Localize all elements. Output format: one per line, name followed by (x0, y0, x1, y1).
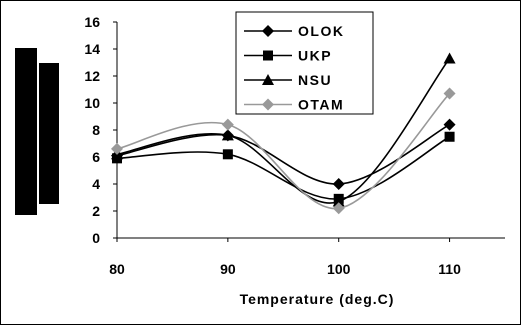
data-point (443, 118, 456, 131)
redaction-block-right (39, 63, 59, 204)
legend-marker (262, 74, 274, 85)
x-tick-label: 110 (438, 261, 461, 277)
legend: OLOK UKP NSU OTAM (235, 11, 374, 115)
legend-marker (263, 50, 273, 61)
tick-labels: 0 2 4 6 8 10 12 14 16 80 90 100 110 (84, 14, 461, 277)
series-line (116, 136, 450, 200)
y-tick-label: 0 (92, 230, 100, 246)
legend-label: NSU (298, 72, 332, 88)
legend-box (235, 11, 374, 115)
series-line (116, 123, 450, 185)
y-tick-label: 8 (92, 122, 100, 138)
legend-label: OTAM (298, 97, 344, 113)
data-point (221, 118, 234, 131)
data-point (332, 178, 345, 190)
axes (113, 21, 505, 242)
y-tick-label: 12 (84, 68, 100, 84)
y-tick-label: 14 (84, 41, 100, 57)
x-tick-label: 80 (109, 261, 125, 277)
data-point (332, 202, 345, 215)
legend-marker (262, 98, 274, 111)
data-point (222, 149, 233, 160)
x-axis-label: Temperature (deg.C) (240, 291, 395, 307)
data-point (443, 52, 456, 64)
data-point (221, 129, 234, 141)
y-tick-label: 6 (92, 149, 100, 165)
data-point (443, 87, 456, 100)
data-point (444, 131, 455, 142)
x-tick-label: 90 (220, 261, 236, 277)
series-otam (111, 87, 456, 215)
series-layer (111, 52, 456, 215)
series-line (116, 92, 451, 210)
series-line (116, 57, 451, 204)
x-tick-label: 100 (327, 261, 351, 277)
legend-label: UKP (298, 48, 332, 64)
y-tick-label: 10 (84, 95, 100, 111)
legend-marker (262, 25, 274, 37)
y-tick-label: 16 (84, 14, 100, 30)
data-point (332, 195, 345, 207)
y-tick-label: 4 (92, 176, 100, 192)
legend-label: OLOK (298, 23, 344, 39)
redaction-block-left (15, 48, 37, 215)
data-point (111, 142, 123, 155)
y-tick-label: 2 (92, 203, 100, 219)
